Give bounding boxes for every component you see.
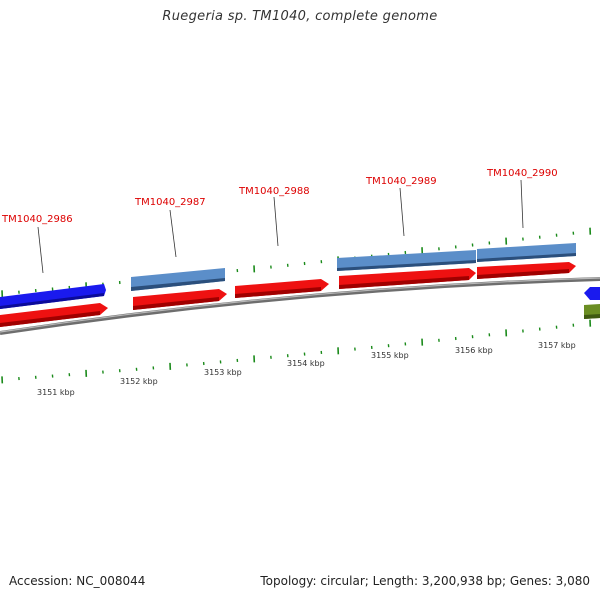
- kbp-label-3155: 3155 kbp: [371, 351, 409, 360]
- kbp-label-3154: 3154 kbp: [287, 359, 325, 368]
- leader-2990: [520, 179, 524, 229]
- genome-backbone: [0, 277, 600, 335]
- kbp-label-3153: 3153 kbp: [204, 368, 242, 377]
- accession-label: Accession: NC_008044: [9, 574, 146, 588]
- cds-feature-2986-shadow: [0, 311, 100, 327]
- leader-2987: [169, 209, 177, 258]
- kbp-label-3157: 3157 kbp: [538, 341, 576, 350]
- leader-2988: [273, 196, 279, 247]
- genome-backbone-highlight: [0, 277, 600, 333]
- genome-summary: Topology: circular; Length: 3,200,938 bp…: [260, 574, 590, 588]
- gene-feature-2987-shadow: [131, 278, 225, 291]
- kbp-label-3156: 3156 kbp: [455, 346, 493, 355]
- other-feature-edge-green-shadow: [584, 314, 600, 319]
- gene-labels: TM1040_2986 TM1040_2987 TM1040_2988 TM10…: [1, 168, 558, 225]
- gene-label-2987[interactable]: TM1040_2987: [134, 197, 206, 208]
- gene-label-2986[interactable]: TM1040_2986: [1, 214, 73, 225]
- cds-feature-2989-shadow: [339, 276, 469, 289]
- upper-gene-track: [0, 243, 576, 309]
- gene-feature-blue-shadow: [0, 293, 104, 309]
- gene-feature-edge-blue[interactable]: [584, 287, 600, 300]
- gene-feature-2990-shadow: [477, 253, 576, 262]
- inner-tick-marks: [1, 319, 592, 384]
- kbp-scale-labels: 3151 kbp 3152 kbp 3153 kbp 3154 kbp 3155…: [37, 341, 576, 397]
- cds-track: [0, 262, 576, 327]
- cds-feature-2990-shadow: [477, 269, 569, 279]
- gene-feature-2989-shadow: [337, 260, 476, 271]
- map-title: Ruegeria sp. TM1040, complete genome: [162, 9, 438, 24]
- kbp-label-3151: 3151 kbp: [37, 388, 75, 397]
- leader-2989: [399, 187, 405, 237]
- gene-label-2988[interactable]: TM1040_2988: [238, 186, 310, 197]
- cds-feature-2988-shadow: [235, 287, 321, 298]
- leader-2986: [37, 226, 44, 274]
- gene-feature-2989[interactable]: [337, 250, 476, 271]
- gene-label-2990[interactable]: TM1040_2990: [486, 168, 558, 179]
- kbp-label-3152: 3152 kbp: [120, 377, 158, 386]
- gene-label-2989[interactable]: TM1040_2989: [365, 176, 437, 187]
- gene-label-leaders: [37, 179, 524, 274]
- cds-feature-2987-shadow: [133, 297, 219, 310]
